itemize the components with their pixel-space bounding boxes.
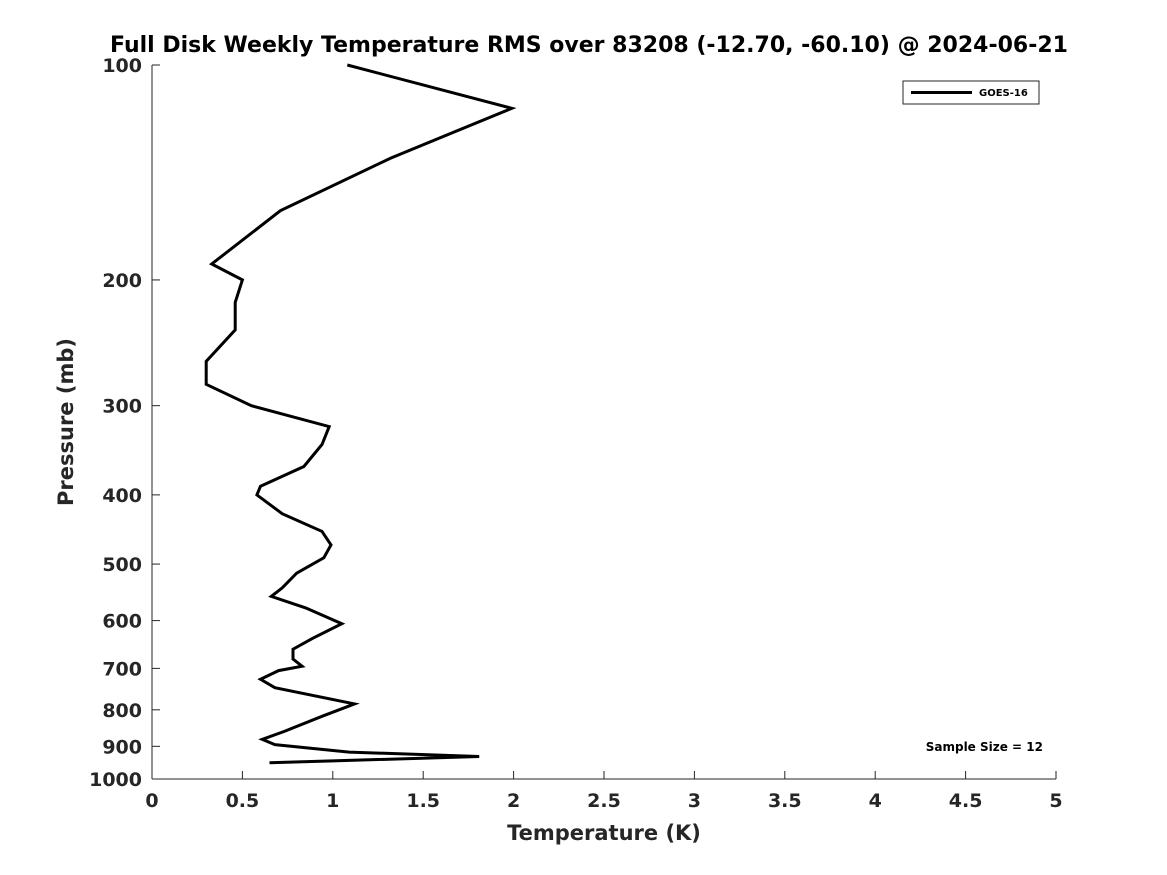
x-axis-label: Temperature (K)	[507, 821, 701, 845]
x-tick-label: 0	[145, 790, 158, 812]
plot-axes	[151, 65, 1056, 780]
x-tick-label: 3.5	[768, 790, 802, 812]
legend: GOES-16	[902, 80, 1040, 105]
y-tick-label: 200	[102, 270, 142, 292]
legend-label-goes-16: GOES-16	[979, 88, 1028, 99]
y-tick-label: 700	[102, 658, 142, 680]
y-axis-label: Pressure (mb)	[54, 338, 78, 506]
x-tick-label: 2.5	[587, 790, 621, 812]
x-tick-label: 4.5	[949, 790, 983, 812]
series-line-goes-16	[204, 63, 517, 765]
y-tick-label: 1000	[89, 769, 142, 791]
y-tick-label: 800	[102, 700, 142, 722]
series-layer	[204, 63, 517, 765]
chart-title: Full Disk Weekly Temperature RMS over 83…	[110, 33, 1068, 58]
y-tick-label: 400	[102, 485, 142, 507]
y-tick-label: 500	[102, 554, 142, 576]
x-tick-label: 2	[507, 790, 520, 812]
y-axis-ticks: 100 200 300 400 500 600 700 800 900 1000	[89, 55, 160, 791]
sample-size-annotation: Sample Size = 12	[926, 740, 1043, 754]
x-axis-ticks: 0 0.5 1 1.5 2 2.5 3 3.5 4 4.5 5	[145, 771, 1063, 812]
y-tick-label: 600	[102, 611, 142, 633]
x-tick-label: 3	[688, 790, 701, 812]
y-tick-label: 100	[102, 55, 142, 77]
y-tick-label: 300	[102, 396, 142, 418]
x-tick-label: 0.5	[226, 790, 260, 812]
y-tick-label: 900	[102, 736, 142, 758]
x-tick-label: 4	[869, 790, 882, 812]
x-tick-label: 1	[326, 790, 339, 812]
x-tick-label: 5	[1049, 790, 1062, 812]
x-tick-label: 1.5	[406, 790, 440, 812]
